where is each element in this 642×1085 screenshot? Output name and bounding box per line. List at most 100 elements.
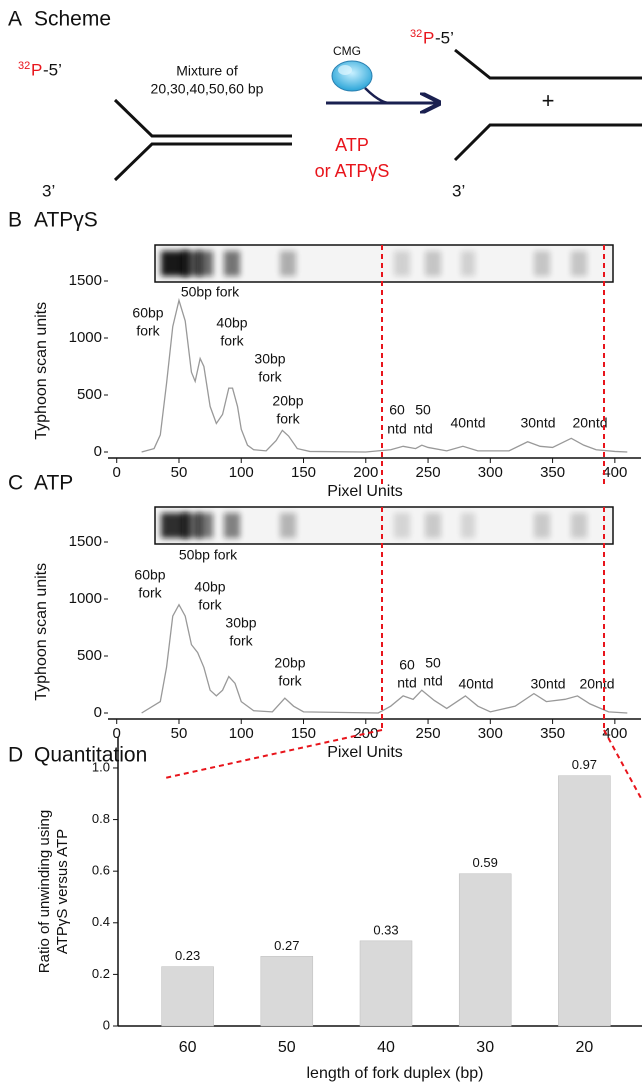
cmg-icon xyxy=(331,60,373,92)
gel-band xyxy=(571,513,587,538)
gel-band xyxy=(571,251,587,276)
y-tick-label: 0.4 xyxy=(92,914,110,929)
x-tick-label: 400 xyxy=(602,464,627,481)
gel-band xyxy=(534,513,550,538)
plus: + xyxy=(542,88,555,113)
gel-band xyxy=(394,513,410,538)
y-tick-label: 0 xyxy=(94,443,102,460)
condition: ATP xyxy=(335,135,369,155)
peak-label: 50bp fork xyxy=(179,547,238,563)
end-label: -5’ xyxy=(435,28,454,47)
y-tick-label: 0.2 xyxy=(92,966,110,981)
x-axis-label: Pixel Units xyxy=(327,483,403,500)
x-tick-label: 300 xyxy=(478,464,503,481)
panel-label: A xyxy=(8,8,22,31)
mixture-label: 20,30,40,50,60 bp xyxy=(151,81,264,97)
peak-label: 50bp fork xyxy=(181,284,240,300)
peak-label: 60 xyxy=(399,657,415,673)
peak-label: 30ntd xyxy=(530,676,565,692)
value-label: 0.33 xyxy=(373,922,398,937)
y-tick-label: 1500 xyxy=(69,272,102,289)
x-tick-label: 350 xyxy=(540,464,565,481)
y-tick-label: 1500 xyxy=(69,533,102,550)
element: P xyxy=(31,60,42,79)
x-axis-label: length of fork duplex (bp) xyxy=(307,1065,484,1082)
gel-band xyxy=(197,251,213,276)
peak-label: 50 xyxy=(415,402,431,418)
panel-label: B xyxy=(8,209,22,232)
peak-label: 30bp xyxy=(225,615,256,631)
peak-label: fork xyxy=(229,633,253,649)
peak-label: 50 xyxy=(425,655,441,671)
peak-label: 30ntd xyxy=(520,415,555,431)
peak-label: 40bp xyxy=(194,579,225,595)
peak-label: ntd xyxy=(413,421,432,437)
peak-label: 20ntd xyxy=(572,415,607,431)
peak-label: fork xyxy=(276,411,300,427)
y-tick-label: 1000 xyxy=(69,590,102,607)
peak-label: ntd xyxy=(397,675,416,691)
gel-band xyxy=(425,513,441,538)
x-tick-label: 20 xyxy=(576,1039,594,1056)
peak-label: fork xyxy=(198,597,222,613)
y-axis-label: Typhoon scan units xyxy=(33,563,50,701)
x-tick-label: 200 xyxy=(353,464,378,481)
superscript: 32 xyxy=(18,60,30,72)
value-label: 0.23 xyxy=(175,948,200,963)
bar xyxy=(161,966,214,1027)
y-tick-label: 500 xyxy=(77,647,102,664)
gel-band xyxy=(394,251,410,276)
value-label: 0.27 xyxy=(274,938,299,953)
peak-label: 60bp xyxy=(132,305,163,321)
x-tick-label: 250 xyxy=(416,725,441,742)
x-axis-label: Pixel Units xyxy=(327,744,403,761)
x-tick-label: 250 xyxy=(416,464,441,481)
fork-diagram xyxy=(113,98,292,182)
y-tick-label: 0.6 xyxy=(92,863,110,878)
guide-line xyxy=(603,729,642,801)
peak-label: fork xyxy=(138,585,162,601)
x-tick-label: 350 xyxy=(540,725,565,742)
gel-band xyxy=(534,251,550,276)
peak-label: 60bp xyxy=(134,567,165,583)
peak-label: 40ntd xyxy=(450,415,485,431)
x-tick-label: 50 xyxy=(171,725,188,742)
y-axis-label: Ratio of unwinding using xyxy=(36,810,53,973)
panel-title: ATP xyxy=(34,472,73,495)
y-tick-label: 1000 xyxy=(69,329,102,346)
trace xyxy=(141,297,628,453)
end-label: 3’ xyxy=(452,181,465,200)
peak-label: 40ntd xyxy=(458,676,493,692)
peak-label: fork xyxy=(258,369,282,385)
panel-title: Scheme xyxy=(34,8,111,31)
end-label: -5’ xyxy=(43,60,62,79)
y-axis-label: Typhoon scan units xyxy=(33,302,50,440)
x-tick-label: 0 xyxy=(113,464,121,481)
arrow-branch xyxy=(364,87,391,105)
x-tick-label: 100 xyxy=(229,725,254,742)
gel-image xyxy=(154,244,614,283)
peak-label: fork xyxy=(136,323,160,339)
product-diagram xyxy=(453,48,642,162)
x-tick-label: 400 xyxy=(602,725,627,742)
value-label: 0.59 xyxy=(473,855,498,870)
enzyme-label: CMG xyxy=(333,44,361,58)
bar xyxy=(260,956,314,1027)
peak-label: 20bp xyxy=(272,393,303,409)
x-tick-label: 30 xyxy=(476,1039,494,1056)
value-label: 0.97 xyxy=(572,757,597,772)
bar xyxy=(558,775,611,1027)
panel-label: D xyxy=(8,744,23,767)
gel-band xyxy=(461,251,475,276)
y-tick-label: 500 xyxy=(77,386,102,403)
x-tick-label: 300 xyxy=(478,725,503,742)
x-tick-label: 150 xyxy=(291,725,316,742)
peak-label: 40bp xyxy=(216,315,247,331)
y-axis-label: ATPγS versus ATP xyxy=(54,829,71,954)
gel-band xyxy=(461,513,475,538)
element: P xyxy=(423,28,434,47)
trace xyxy=(141,603,628,714)
peak-label: ntd xyxy=(387,421,406,437)
panel-title: Quantitation xyxy=(34,744,147,767)
